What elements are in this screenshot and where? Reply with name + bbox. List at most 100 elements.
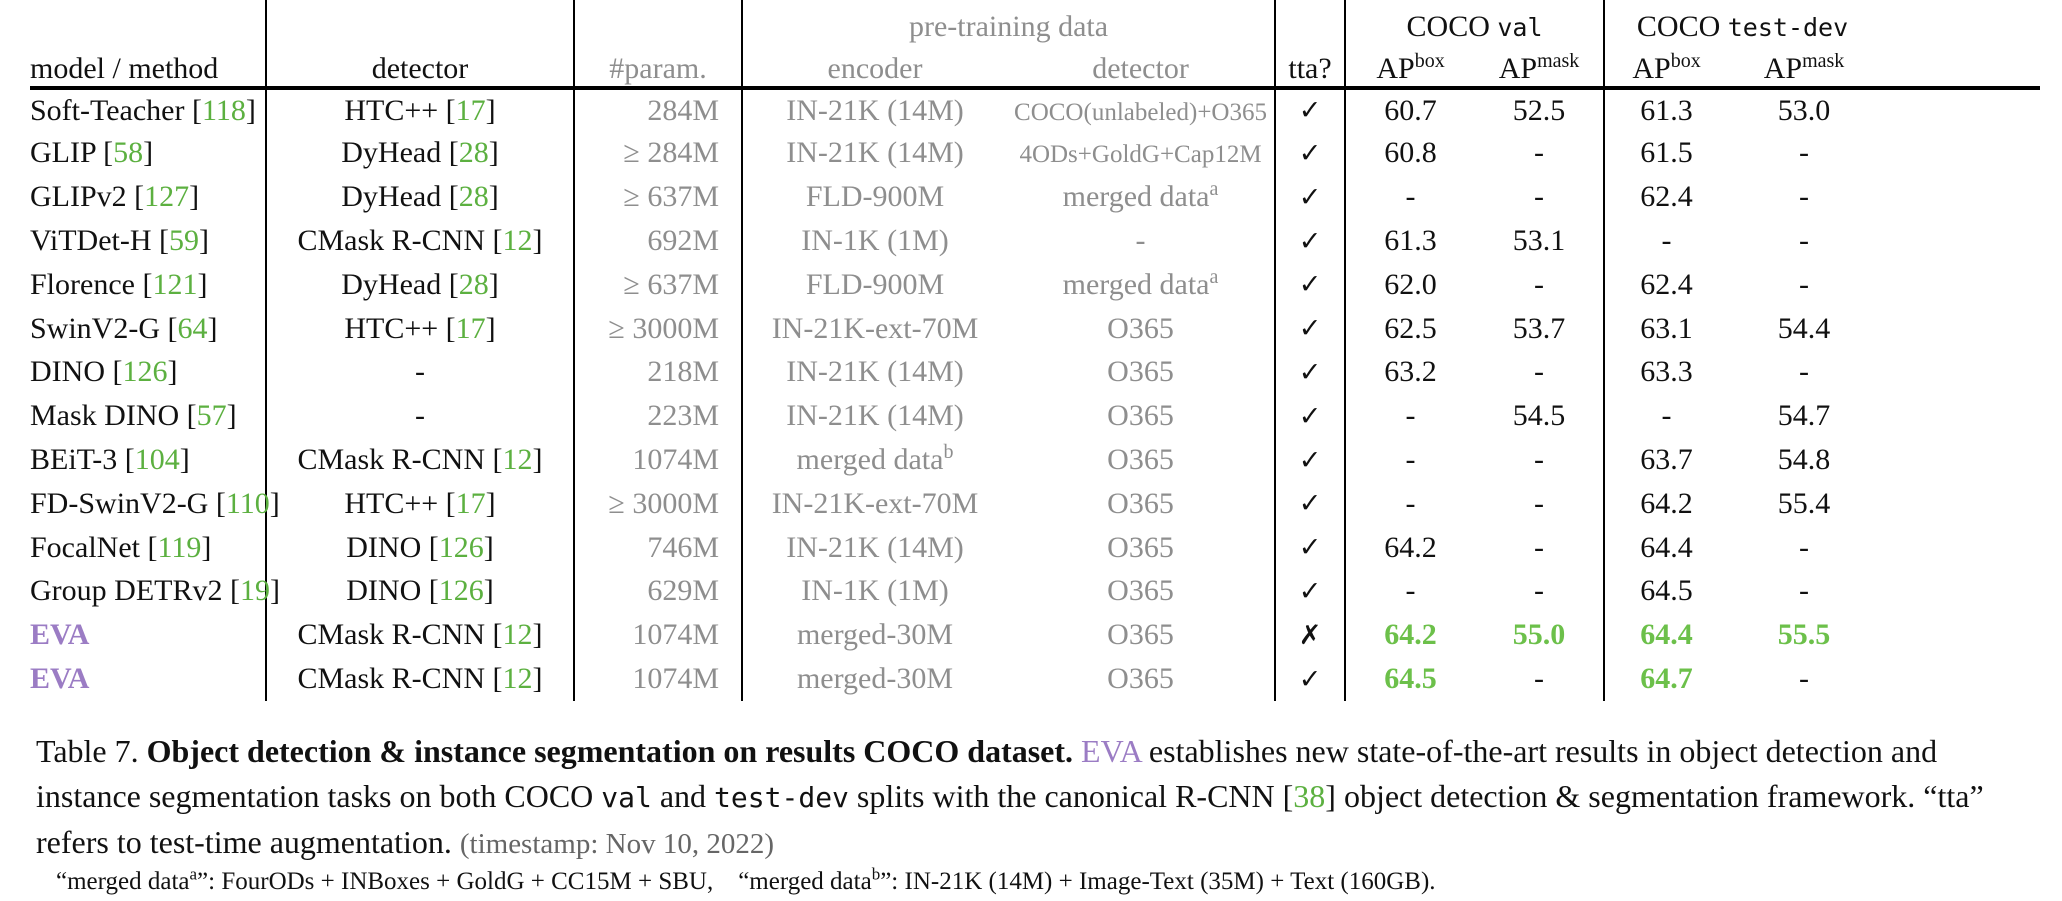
citation-link[interactable]: 119 (157, 530, 202, 564)
citation-link[interactable]: 121 (152, 267, 198, 301)
tta-check-icon: ✓ (1275, 350, 1347, 395)
citation-link[interactable]: 59 (169, 224, 199, 258)
citation-link[interactable]: 28 (458, 267, 489, 301)
caption-timestamp: (timestamp: Nov 10, 2022) (459, 828, 774, 860)
pt-detector-data: O365 (1107, 530, 1174, 564)
col-header-val-ap-mask: APmask (1475, 43, 1606, 88)
val-ap-box-cell: 62.0 (1384, 267, 1437, 301)
val-ap-box-cell: - (1405, 574, 1416, 608)
testdev-ap-box-cell: 64.5 (1640, 574, 1693, 608)
citation-link[interactable]: 126 (438, 574, 484, 608)
pt-detector-footnote-mark: a (1209, 178, 1219, 201)
pt-detector-cell: merged dataa (1007, 175, 1277, 220)
col-header-testdev-ap-mask: APmask (1763, 49, 1845, 85)
pt-detector-footnote-mark: a (1209, 265, 1219, 288)
citation-link[interactable]: 126 (122, 355, 168, 389)
testdev-ap-mask-cell: 55.4 (1777, 486, 1831, 520)
params-cell: 1074M (574, 657, 743, 701)
detector-cell: CMask R-CNN [12] (266, 613, 575, 658)
val-ap-box-cell: - (1405, 399, 1416, 433)
encoder-data: merged-30M (796, 662, 954, 696)
model-name: BEiT-3 (30, 443, 118, 477)
citation-link[interactable]: 12 (502, 224, 533, 258)
citation-link[interactable]: 64 (177, 311, 208, 345)
citation-link[interactable]: 58 (113, 136, 144, 170)
model-name: GLIPv2 (30, 180, 127, 214)
citation-link[interactable]: 118 (201, 93, 246, 127)
table-row: BEiT-3 [104] CMask R-CNN [12] 1074M merged … (30, 438, 2040, 482)
tta-check-icon: ✓ (1275, 131, 1347, 176)
citation-link[interactable]: 110 (225, 486, 270, 520)
model-name: FD-SwinV2-G (30, 486, 209, 520)
testdev-ap-mask-cell: - (1799, 136, 1810, 170)
detector-name: HTC++ (344, 311, 439, 345)
citation-link[interactable]: 17 (455, 93, 486, 127)
val-ap-box-cell: 62.5 (1384, 311, 1437, 345)
detector-citation-wrapper: [12] (485, 443, 543, 477)
val-ap-mask-cell: 55.0 (1475, 613, 1606, 658)
testdev-ap-mask-cell: - (1799, 267, 1810, 301)
testdev-ap-box-cell: 62.4 (1640, 180, 1693, 214)
detector-name: CMask R-CNN (297, 662, 485, 696)
citation-link[interactable]: 126 (438, 530, 484, 564)
detector-name: CMask R-CNN (297, 618, 485, 652)
model-citation-wrapper: [110] (208, 486, 280, 520)
citation-link[interactable]: 57 (196, 399, 227, 433)
pt-detector-cell: O365 (1007, 613, 1277, 658)
testdev-ap-mask-cell: 53.0 (1777, 93, 1831, 127)
col-header-model: model / method (30, 43, 267, 88)
citation-link[interactable]: 38 (1293, 777, 1326, 814)
citation-link[interactable]: 28 (458, 136, 489, 170)
tta-check-icon: ✓ (1275, 262, 1347, 307)
testdev-ap-box-cell: 64.4 (1640, 530, 1693, 564)
caption-bold-title: Object detection & instance segmentation… (146, 733, 1074, 769)
val-ap-mask-cell: - (1475, 131, 1606, 176)
model-name: EVA (30, 618, 90, 652)
caption-text: and (651, 777, 715, 814)
citation-link[interactable]: 127 (144, 180, 190, 214)
model-cell: DINO [126] (30, 350, 267, 395)
params-cell: ≥ 3000M (574, 481, 743, 526)
citation-link[interactable]: 12 (502, 618, 533, 652)
caption-text: splits with the canonical R-CNN [ (848, 777, 1294, 814)
citation-link[interactable]: 28 (458, 180, 489, 214)
table-row: GLIP [58] DyHead [28] ≥ 284M IN-21K (14M) 4O… (30, 131, 2040, 176)
tta-check-icon: ✓ (1275, 657, 1347, 701)
citation-link[interactable]: 19 (239, 574, 270, 608)
encoder-cell: IN-1K (1M) (742, 570, 1007, 614)
citation-link[interactable]: 12 (502, 443, 533, 477)
model-name: EVA (30, 662, 90, 696)
citation-link[interactable]: 17 (455, 486, 486, 520)
pt-detector-data: O365 (1107, 662, 1174, 696)
encoder-cell: IN-21K-ext-70M (742, 307, 1007, 351)
tta-check-icon: ✓ (1275, 306, 1347, 351)
val-ap-mask-cell: - (1475, 350, 1606, 395)
table-footnote: “merged dataa”: FourODs + INBoxes + Gold… (56, 864, 1436, 896)
detector-cell: HTC++ [17] (266, 481, 575, 526)
citation-link[interactable]: 12 (502, 662, 533, 696)
citation-link[interactable]: 17 (455, 311, 486, 345)
table-row: Soft-Teacher [118] HTC++ [17] 284M IN-21K (… (30, 87, 2040, 132)
coco-testdev-group-header: COCO test-dev (1636, 9, 1849, 43)
tta-cross-icon: ✗ (1275, 613, 1347, 658)
pt-detector-data: merged data (1062, 180, 1210, 214)
testdev-ap-box-cell: 63.1 (1640, 311, 1693, 345)
model-name: Mask DINO (30, 399, 180, 433)
encoder-data: IN-21K (14M) (786, 93, 964, 127)
model-name: Group DETRv2 (30, 574, 223, 608)
val-ap-mask-cell: 54.5 (1475, 394, 1606, 439)
col-header-detector: detector (266, 43, 575, 88)
model-citation-wrapper: [104] (117, 443, 190, 477)
citation-link[interactable]: 104 (134, 443, 180, 477)
pt-detector-cell: O365 (1007, 350, 1277, 395)
pt-detector-data: O365 (1107, 355, 1174, 389)
encoder-data: merged-30M (796, 618, 954, 652)
table-row: DINO [126] -218M IN-21K (14M) O365 ✓ 63.2-63.… (30, 350, 2040, 395)
table-row: GLIPv2 [127] DyHead [28] ≥ 637M FLD-900M mer… (30, 175, 2040, 220)
params-cell: ≥ 637M (574, 175, 743, 220)
model-citation-wrapper: [19] (222, 574, 280, 608)
detector-cell: DyHead [28] (266, 131, 575, 176)
testdev-ap-box-cell: 64.2 (1640, 486, 1693, 520)
footnote-b-sup: b (871, 864, 881, 884)
pt-detector-cell: O365 (1007, 569, 1277, 614)
